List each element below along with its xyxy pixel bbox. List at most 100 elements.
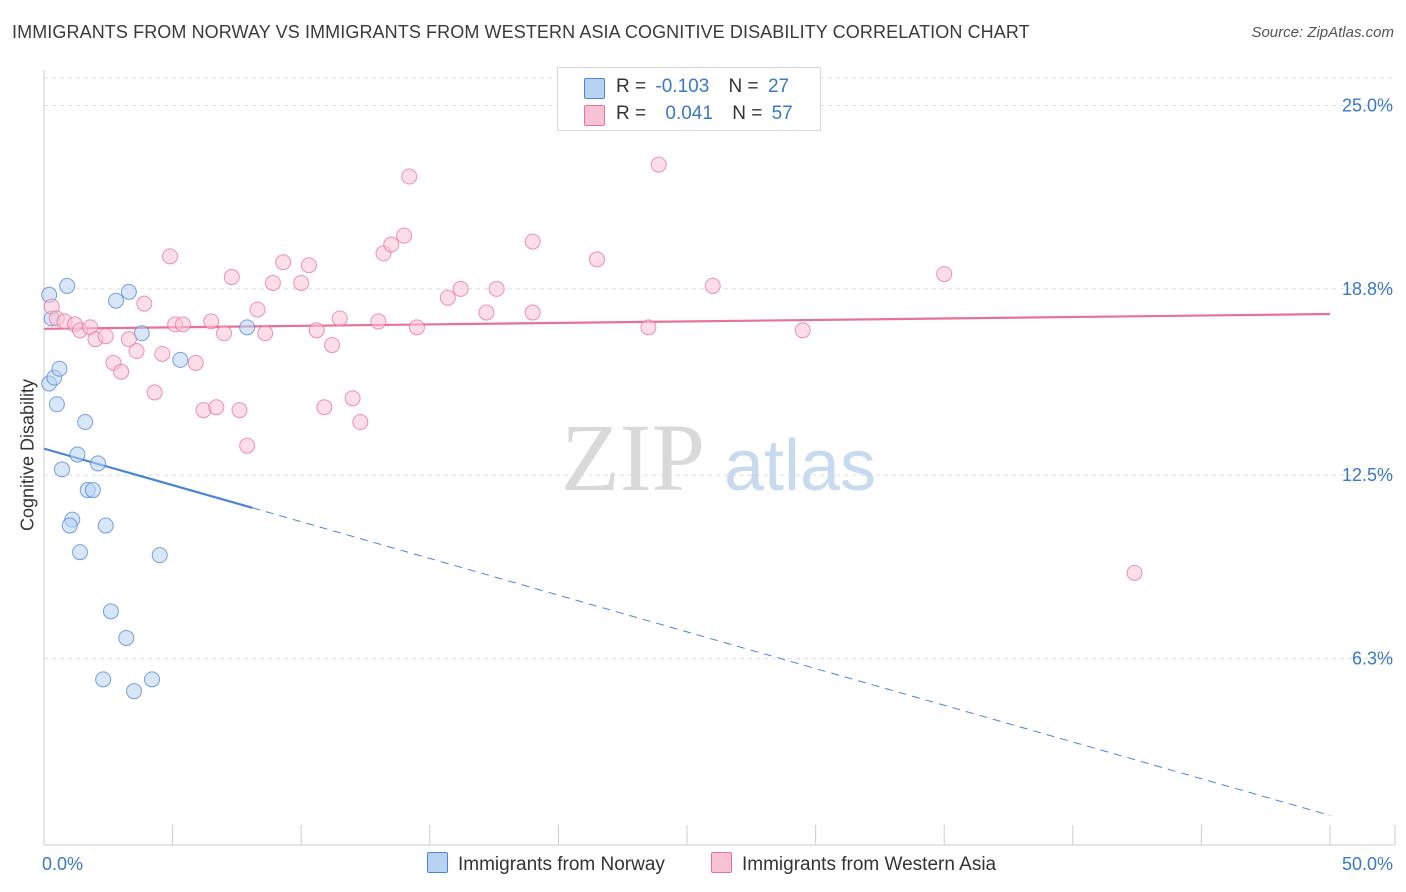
western-asia-point	[650, 156, 667, 173]
source-credit: Source: ZipAtlas.com	[1251, 24, 1394, 41]
n-value-western-asia: 57	[771, 103, 793, 124]
western-asia-point	[936, 266, 953, 283]
x-tick-label: 50.0%	[1342, 854, 1393, 874]
western-asia-point	[588, 251, 605, 268]
western-asia-point	[208, 399, 225, 416]
norway-point	[51, 360, 68, 377]
norway-point	[239, 319, 256, 336]
western-asia-point	[128, 343, 145, 360]
n-value-norway: 27	[767, 76, 790, 97]
y-tick-label: 12.5%	[1342, 465, 1393, 485]
norway-point	[126, 683, 143, 700]
norway-point	[54, 461, 71, 478]
bottom-legend-western-asia: Immigrants from Western Asia	[711, 852, 996, 876]
western-asia-point	[264, 274, 281, 291]
western-asia-point	[120, 331, 137, 348]
norway-point	[118, 629, 135, 646]
western-asia-point	[162, 248, 179, 265]
western-asia-point	[300, 257, 317, 274]
western-asia-point	[452, 280, 469, 297]
western-asia-point	[396, 227, 413, 244]
western-asia-point	[223, 269, 240, 286]
legend-swatch-pink	[584, 105, 605, 126]
correlation-legend: R = -0.103 N = 27 R = 0.041 N = 57	[557, 67, 821, 131]
western-asia-point	[136, 295, 153, 312]
western-asia-point	[488, 280, 505, 297]
n-label-2: N =	[732, 103, 763, 124]
western-asia-point	[1126, 564, 1143, 581]
norway-point	[48, 396, 65, 413]
norway-point	[120, 283, 137, 300]
western-asia-point	[231, 402, 248, 419]
western-asia-point	[203, 313, 220, 330]
western-asia-point	[293, 274, 310, 291]
r-label-2: R =	[616, 103, 647, 124]
bottom-swatch-blue	[427, 852, 448, 873]
western-asia-point	[794, 322, 811, 339]
norway-point	[102, 603, 119, 620]
western-asia-point	[257, 325, 274, 342]
western-asia-point	[331, 310, 348, 327]
western-asia-point	[249, 301, 266, 318]
western-asia-point	[324, 337, 341, 354]
gridlines	[44, 77, 1395, 660]
norway-point	[95, 671, 112, 688]
western-asia-point	[524, 304, 541, 321]
norway-point	[97, 517, 114, 534]
watermark-zip: ZIP	[561, 404, 705, 511]
x-tick-label: 0.0%	[42, 854, 83, 874]
western-asia-point	[352, 414, 369, 431]
chart-title: IMMIGRANTS FROM NORWAY VS IMMIGRANTS FRO…	[12, 22, 1030, 42]
western-asia-point	[524, 233, 541, 250]
western-asia-point	[370, 313, 387, 330]
western-asia-point	[640, 319, 657, 336]
norway-trend-extension	[252, 507, 1331, 816]
western-asia-point	[187, 354, 204, 371]
legend-swatch-blue	[584, 78, 605, 99]
norway-point	[84, 482, 101, 499]
y-tick-label: 25.0%	[1342, 95, 1393, 115]
tick-labels: 6.3% 12.5% 18.8% 25.0% 0.0% 50.0%	[42, 95, 1393, 874]
r-value-norway: -0.103	[655, 76, 710, 97]
western-asia-point	[478, 304, 495, 321]
western-asia-trend-line	[43, 312, 1331, 330]
western-asia-point	[216, 325, 233, 342]
trend-lines	[43, 312, 1331, 816]
western-asia-point	[146, 384, 163, 401]
watermark: ZIP atlas	[561, 404, 876, 511]
norway-point	[61, 517, 78, 534]
western-asia-point	[308, 322, 325, 339]
western-asia-point	[408, 319, 425, 336]
norway-point	[59, 277, 76, 294]
western-asia-point	[239, 437, 256, 454]
norway-point	[72, 544, 89, 561]
norway-point	[69, 446, 86, 463]
western-asia-point	[401, 168, 418, 185]
y-tick-label: 6.3%	[1352, 649, 1393, 669]
norway-point	[90, 455, 107, 472]
western-asia-point	[439, 289, 456, 306]
bottom-legend-norway: Immigrants from Norway	[427, 852, 665, 876]
n-label-1: N =	[728, 76, 759, 97]
norway-point	[77, 414, 94, 431]
y-axis-label: Cognitive Disability	[17, 378, 38, 532]
norway-point	[172, 351, 189, 368]
r-label-1: R =	[616, 76, 647, 97]
r-value-western-asia: 0.041	[665, 103, 713, 124]
western-asia-point	[316, 399, 333, 416]
western-asia-point	[154, 345, 171, 362]
bottom-swatch-pink	[711, 852, 732, 873]
bottom-legend-label-western-asia: Immigrants from Western Asia	[742, 854, 997, 875]
western-asia-point	[97, 328, 114, 345]
western-asia-point	[113, 363, 130, 380]
watermark-atlas: atlas	[724, 426, 876, 506]
norway-point	[151, 547, 168, 564]
western-asia-point	[704, 277, 721, 294]
norway-point	[108, 292, 125, 309]
norway-point	[144, 671, 161, 688]
western-asia-point	[383, 236, 400, 253]
western-asia-point	[344, 390, 361, 407]
data-points	[41, 156, 1143, 700]
bottom-legend-label-norway: Immigrants from Norway	[458, 854, 665, 875]
